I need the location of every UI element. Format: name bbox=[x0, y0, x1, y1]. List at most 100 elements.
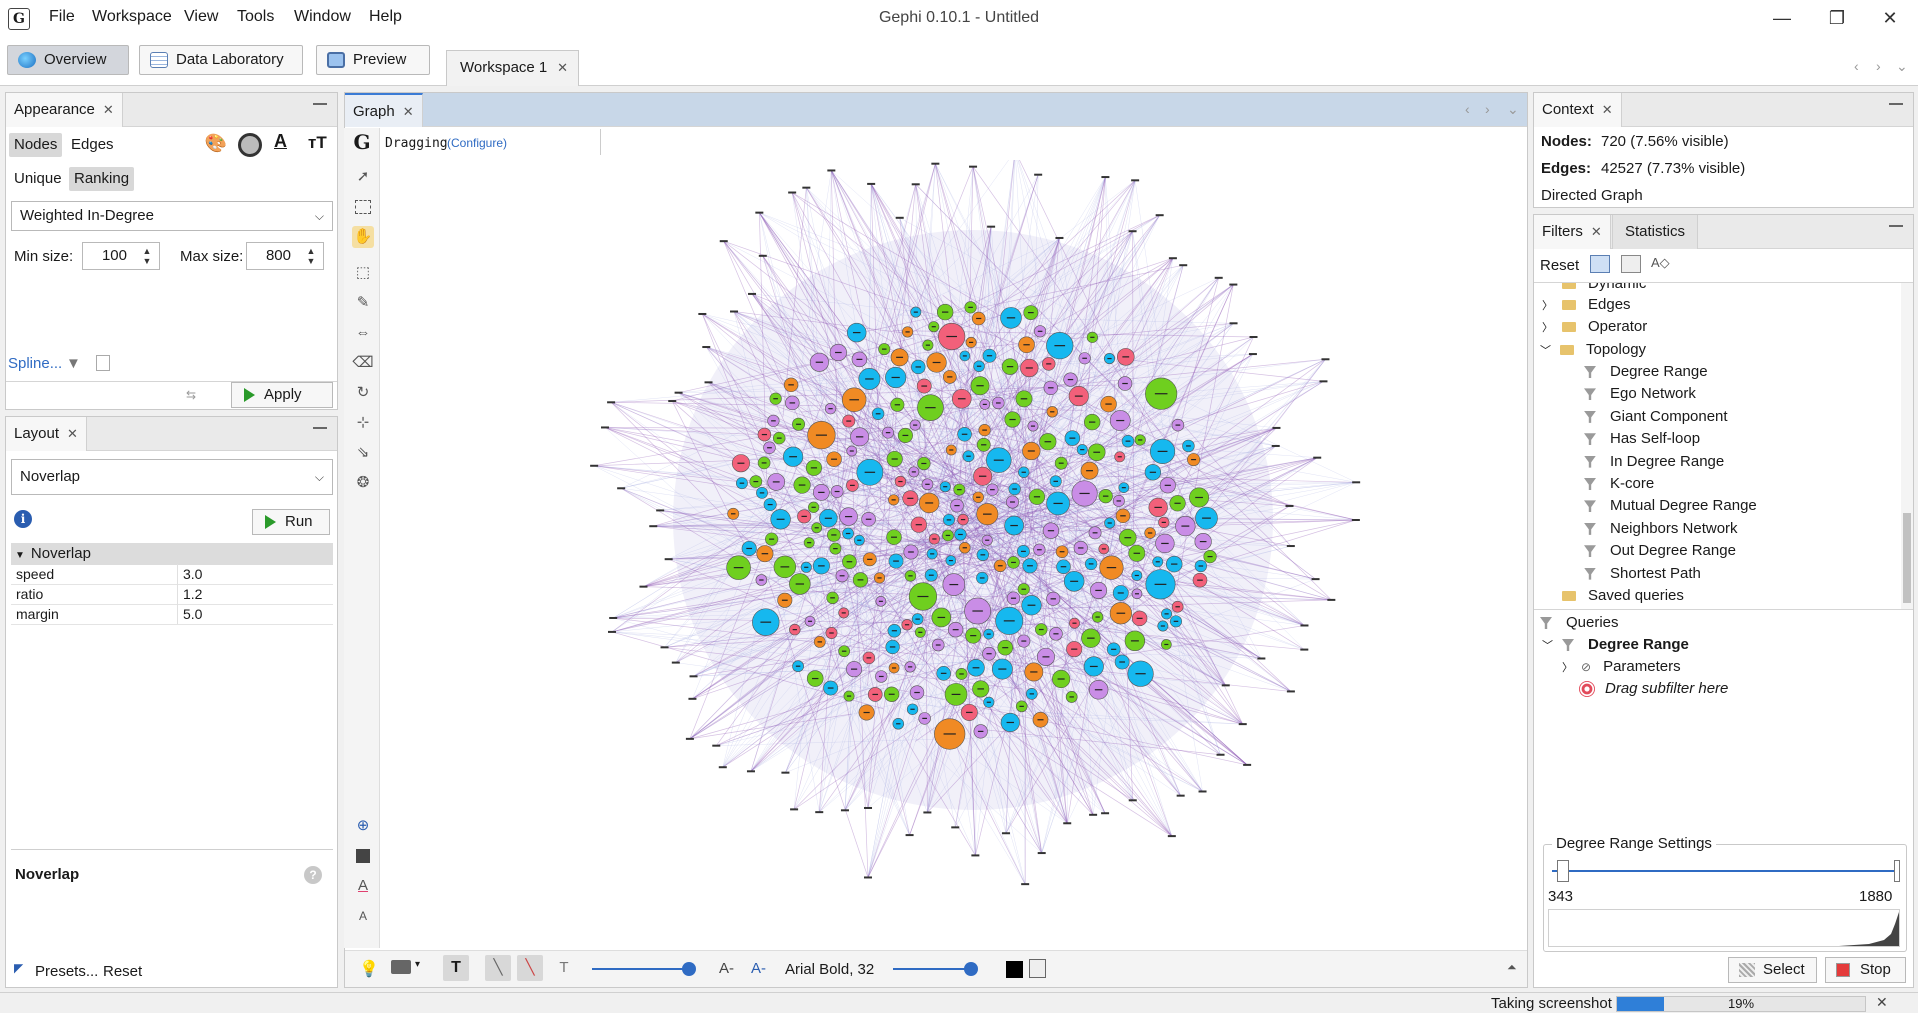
filter-library-icon[interactable] bbox=[1590, 255, 1610, 273]
edge-scale-slider[interactable] bbox=[592, 968, 692, 970]
label-settings-icon[interactable] bbox=[1029, 959, 1046, 978]
label-scale-slider[interactable] bbox=[893, 968, 973, 970]
camera-icon[interactable] bbox=[391, 960, 411, 974]
show-node-labels-icon[interactable]: T bbox=[443, 955, 469, 981]
tab-scroll-left-icon[interactable]: ‹ bbox=[1854, 58, 1859, 74]
apply-button[interactable]: Apply bbox=[231, 382, 333, 408]
menu-help[interactable]: Help bbox=[369, 8, 402, 25]
tab-list-chevron-icon[interactable]: ⌄ bbox=[1896, 58, 1908, 74]
copy-icon[interactable] bbox=[96, 355, 110, 371]
property-row[interactable]: margin 5.0 bbox=[11, 604, 333, 625]
property-section-header[interactable]: ▼ Noverlap bbox=[11, 543, 333, 565]
background-color-icon[interactable] bbox=[356, 849, 370, 863]
rectangle-selection-icon[interactable] bbox=[355, 200, 371, 214]
select-button[interactable]: Select bbox=[1728, 957, 1817, 983]
edge-labels-icon[interactable]: T bbox=[559, 959, 569, 976]
font-color-icon[interactable]: A bbox=[357, 877, 368, 894]
minimize-panel-icon[interactable] bbox=[1889, 225, 1903, 227]
heat-map-icon[interactable]: ❂ bbox=[356, 474, 370, 491]
property-value[interactable]: 5.0 bbox=[183, 606, 203, 622]
stepper-arrows-icon[interactable]: ▲ ▼ bbox=[142, 246, 152, 266]
filter-item[interactable]: Ego Network bbox=[1584, 383, 1696, 405]
property-value[interactable]: 1.2 bbox=[183, 586, 203, 602]
tab-layout[interactable]: Layout ✕ bbox=[6, 417, 87, 451]
painter-icon[interactable]: ⬚ bbox=[355, 264, 371, 281]
edge-scale-slider-thumb[interactable] bbox=[682, 962, 696, 976]
unique-toggle[interactable]: Unique bbox=[14, 170, 62, 187]
edit-node-icon[interactable]: ⊹ bbox=[356, 414, 370, 431]
filter-item[interactable]: In Degree Range bbox=[1584, 451, 1724, 473]
filter-item[interactable]: Degree Range bbox=[1584, 361, 1708, 383]
close-panel-icon[interactable]: ✕ bbox=[1590, 224, 1602, 239]
stepper-arrows-icon[interactable]: ▲ ▼ bbox=[306, 246, 316, 266]
minimize-panel-icon[interactable] bbox=[313, 103, 327, 105]
edge-color-icon[interactable]: ╲ bbox=[517, 955, 543, 981]
minimize-button[interactable]: — bbox=[1773, 8, 1791, 28]
filter-item[interactable]: Has Self-loop bbox=[1584, 428, 1700, 450]
tree-folder-topology[interactable]: ﹀ Topology bbox=[1540, 339, 1646, 361]
lightbulb-icon[interactable]: 💡 bbox=[359, 961, 379, 978]
window-list-icon[interactable]: ⌄ bbox=[1507, 101, 1519, 117]
subfilter-drop-target[interactable]: Drag subfilter here bbox=[1579, 678, 1728, 700]
color-palette-icon[interactable]: 🎨 bbox=[204, 133, 228, 153]
label-color-icon[interactable]: A bbox=[274, 131, 287, 151]
stop-button[interactable]: Stop bbox=[1825, 957, 1906, 983]
font-increase-icon[interactable]: A‑ bbox=[751, 960, 766, 977]
size-icon[interactable] bbox=[238, 133, 262, 157]
font-size-icon[interactable]: A bbox=[358, 909, 367, 923]
nodes-toggle[interactable]: Nodes bbox=[9, 133, 63, 157]
close-panel-icon[interactable]: ✕ bbox=[67, 426, 78, 441]
close-panel-icon[interactable]: ✕ bbox=[1601, 102, 1613, 117]
ranking-attribute-select[interactable]: Weighted In-Degree ⌵ bbox=[11, 201, 333, 231]
menu-tools[interactable]: Tools bbox=[237, 8, 275, 25]
shortest-path-icon[interactable]: ⇘ bbox=[356, 444, 370, 461]
range-slider-low-thumb[interactable] bbox=[1557, 860, 1570, 882]
graph-visualization[interactable] bbox=[383, 150, 1527, 950]
tree-scrollbar-thumb[interactable] bbox=[1903, 513, 1911, 603]
save-query-icon[interactable] bbox=[1621, 255, 1641, 273]
menu-workspace[interactable]: Workspace bbox=[92, 8, 172, 25]
eraser-icon[interactable]: ⌫ bbox=[352, 354, 374, 371]
max-size-stepper[interactable]: 800 ▲ ▼ bbox=[246, 242, 324, 270]
overview-button[interactable]: Overview bbox=[7, 45, 129, 75]
expand-toolbar-icon[interactable]: ⏶ bbox=[1507, 960, 1517, 974]
property-row[interactable]: ratio 1.2 bbox=[11, 584, 333, 605]
data-laboratory-button[interactable]: Data Laboratory bbox=[139, 45, 303, 75]
auto-refresh-icon[interactable]: A◇ bbox=[1651, 255, 1670, 270]
close-tab-icon[interactable]: ✕ bbox=[557, 60, 568, 75]
run-button[interactable]: Run bbox=[252, 509, 330, 535]
preview-button[interactable]: Preview bbox=[316, 45, 430, 75]
configure-link[interactable]: (Configure) bbox=[447, 136, 508, 150]
property-value[interactable]: 3.0 bbox=[183, 566, 203, 582]
label-scale-slider-thumb[interactable] bbox=[964, 962, 978, 976]
layout-algorithm-select[interactable]: Noverlap ⌵ bbox=[11, 459, 333, 495]
tree-scrollbar[interactable] bbox=[1901, 283, 1913, 609]
scroll-left-icon[interactable]: ‹ bbox=[1465, 101, 1470, 117]
cancel-task-icon[interactable]: ✕ bbox=[1876, 994, 1888, 1010]
filter-item[interactable]: Neighbors Network bbox=[1584, 518, 1738, 540]
presets-link[interactable]: Presets... bbox=[35, 963, 99, 980]
range-slider-track[interactable] bbox=[1552, 860, 1900, 882]
query-degree-range[interactable]: ﹀ Degree Range bbox=[1542, 634, 1689, 656]
scroll-right-icon[interactable]: › bbox=[1485, 101, 1490, 117]
spline-link[interactable]: Spline... bbox=[8, 355, 63, 372]
close-tab-icon[interactable]: ✕ bbox=[402, 104, 414, 119]
tab-appearance[interactable]: Appearance ✕ bbox=[6, 93, 123, 127]
tab-filters[interactable]: Filters ✕ bbox=[1534, 215, 1611, 249]
filter-item[interactable]: Mutual Degree Range bbox=[1584, 495, 1757, 517]
resize-icon[interactable]: ⇔ bbox=[355, 324, 371, 341]
layout-reset-link[interactable]: Reset bbox=[103, 963, 143, 980]
tab-graph[interactable]: Graph ✕ bbox=[345, 93, 423, 127]
tab-context[interactable]: Context ✕ bbox=[1534, 93, 1622, 127]
drag-hand-icon[interactable]: ✋ bbox=[352, 226, 374, 248]
link-icon[interactable]: ⇆ bbox=[186, 388, 197, 402]
zoom-icon[interactable]: ⊕ bbox=[356, 817, 370, 834]
tree-folder-edges[interactable]: 〉 Edges bbox=[1542, 294, 1631, 316]
tree-saved-queries[interactable]: Saved queries bbox=[1562, 585, 1684, 607]
label-color-swatch[interactable] bbox=[1006, 961, 1023, 978]
graph-canvas[interactable] bbox=[383, 150, 1527, 950]
tree-folder-dynamic[interactable]: Dynamic bbox=[1562, 283, 1646, 295]
edges-toggle[interactable]: Edges bbox=[71, 136, 114, 153]
tree-folder-operator[interactable]: 〉 Operator bbox=[1542, 316, 1647, 338]
help-icon[interactable]: ? bbox=[304, 866, 322, 884]
